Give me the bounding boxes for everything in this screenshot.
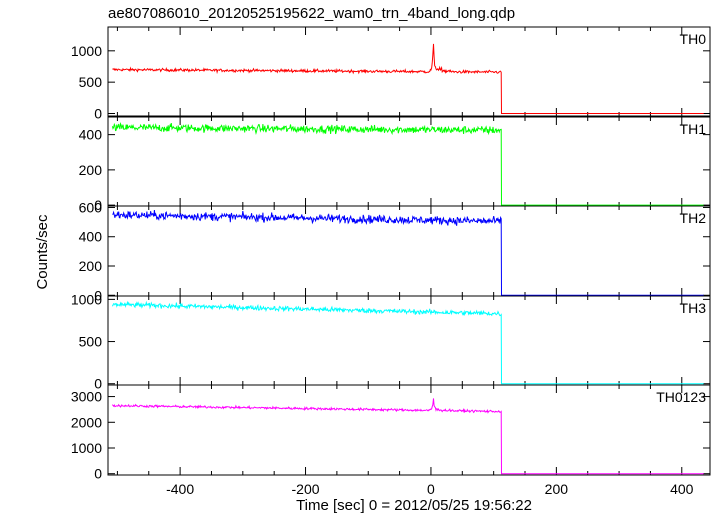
y-tick-label: 1000: [71, 291, 102, 307]
x-tick-label: -400: [166, 481, 194, 497]
y-tick-label: 400: [79, 229, 103, 245]
panel-frame: [107, 26, 711, 117]
y-tick-label: 3000: [71, 389, 102, 405]
panel-th0: 0 500 1000 TH0: [71, 26, 711, 121]
panel-label: TH1: [680, 121, 707, 137]
y-tick-label: 200: [79, 258, 103, 274]
panel-th3: 0 500 1000 TH3: [71, 291, 711, 392]
panel-label: TH0123: [656, 389, 706, 405]
x-tick-label: 0: [427, 481, 435, 497]
y-tick-label: 0: [94, 197, 102, 213]
series-line-th3: [111, 300, 704, 385]
x-tick-label: 200: [545, 481, 569, 497]
panel-th0123: 0 1000 2000 3000 TH0123: [71, 384, 711, 482]
panel-frame: [107, 295, 711, 386]
y-tick-label: 1000: [71, 43, 102, 59]
y-axis-label: Counts/sec: [34, 214, 51, 290]
y-tick-label: 500: [79, 334, 103, 350]
series-line-th0123: [111, 398, 704, 475]
chart-title: ae807086010_20120525195622_wam0_trn_4ban…: [108, 5, 515, 22]
panel-label: TH2: [680, 210, 707, 226]
y-tick-label: 500: [79, 74, 103, 90]
y-tick-label: 600: [79, 199, 103, 215]
panel-label: TH0: [680, 31, 707, 47]
series-line-th0: [112, 43, 704, 114]
series-line-th2: [112, 210, 704, 296]
x-axis-label: Time [sec] 0 = 2012/05/25 19:56:22: [296, 497, 532, 514]
x-tick-label: -200: [292, 481, 320, 497]
y-tick-label: 0: [94, 376, 102, 392]
panel-th2: 0 200 400 600 TH2: [79, 199, 711, 303]
y-tick-label: 1000: [71, 440, 102, 456]
panel-th1: 0 200 400 TH1: [79, 116, 711, 213]
series-line-th1: [111, 121, 704, 206]
y-tick-label: 0: [94, 287, 102, 303]
y-tick-label: 0: [94, 466, 102, 482]
panel-frame: [107, 384, 711, 476]
panel-label: TH3: [680, 300, 707, 316]
y-tick-label: 400: [79, 127, 103, 143]
panels-group: 0 500 1000 TH0 0 200 400 TH1 0 200 400 600 TH2 0 500 10…: [71, 26, 711, 497]
y-tick-label: 200: [79, 162, 103, 178]
y-tick-label: 2000: [71, 414, 102, 430]
x-tick-label: 400: [670, 481, 694, 497]
y-tick-label: 0: [94, 105, 102, 121]
